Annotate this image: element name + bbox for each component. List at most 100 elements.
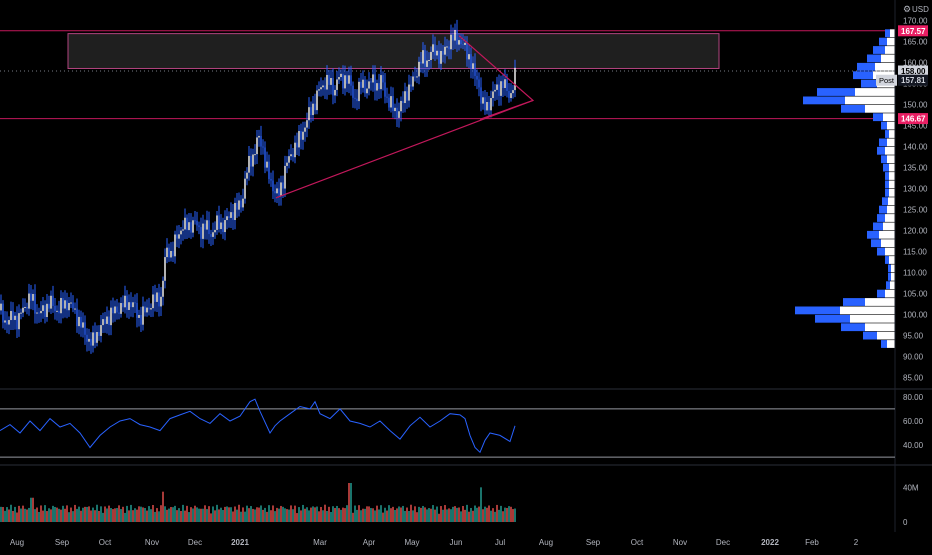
- volume-bar: [108, 505, 110, 522]
- volume-bar: [12, 511, 14, 522]
- time-tick-label: Sep: [586, 538, 601, 547]
- candle-body: [44, 305, 46, 318]
- candle-body: [70, 302, 72, 304]
- volume-bar: [146, 510, 148, 522]
- volume-bar: [28, 507, 30, 522]
- volume-bar: [216, 504, 218, 522]
- volume-bar: [502, 511, 504, 522]
- volume-bar: [66, 505, 68, 522]
- volume-bar: [418, 506, 420, 522]
- candle-body: [246, 172, 248, 179]
- candle-body: [276, 188, 278, 194]
- candle-body: [10, 311, 12, 321]
- candle-body: [142, 306, 144, 325]
- volume-bar: [288, 509, 290, 522]
- volume-bar: [84, 506, 86, 522]
- candle-body: [308, 107, 310, 121]
- candle-body: [278, 188, 280, 196]
- time-tick-label: 2022: [761, 538, 779, 547]
- volume-bar: [284, 508, 286, 522]
- candle-body: [250, 155, 252, 167]
- candle-body: [20, 312, 22, 314]
- volume-bar: [432, 505, 434, 522]
- volume-profile-blue-bar: [879, 37, 887, 46]
- volume-profile-white-bar: [865, 298, 895, 306]
- volume-bar: [420, 507, 422, 522]
- volume-profile-white-bar: [887, 155, 895, 164]
- price-tick-label: 85.00: [903, 374, 924, 383]
- volume-bar: [242, 507, 244, 522]
- candle-body: [514, 67, 516, 91]
- volume-bar: [252, 508, 254, 522]
- rsi-tick-label: 80.00: [903, 393, 924, 402]
- volume-profile-blue-bar: [881, 121, 887, 130]
- candle-body: [0, 303, 2, 311]
- gear-icon[interactable]: ⚙: [903, 4, 911, 14]
- volume-bar: [278, 508, 280, 522]
- candle-body: [46, 303, 48, 318]
- candle-body: [14, 315, 16, 320]
- volume-profile-blue-bar: [877, 146, 885, 155]
- volume-bar: [380, 505, 382, 522]
- time-tick-label: Oct: [631, 538, 644, 547]
- volume-bar: [458, 507, 460, 522]
- volume-bar: [86, 506, 88, 522]
- candle-body: [212, 232, 214, 237]
- candle-body: [74, 308, 76, 310]
- candle-body: [4, 320, 6, 323]
- volume-bar: [64, 508, 66, 522]
- candle-body: [176, 234, 178, 239]
- header: ⚙ USD: [903, 4, 929, 14]
- volume-bar: [450, 509, 452, 522]
- candle-body: [200, 227, 202, 239]
- candle-body: [66, 300, 68, 311]
- volume-bar: [80, 510, 82, 522]
- candle-body: [480, 87, 482, 104]
- volume-bar: [218, 509, 220, 522]
- candle-body: [368, 81, 370, 89]
- candle-body: [100, 325, 102, 336]
- volume-bar: [356, 509, 358, 522]
- candle-body: [326, 74, 328, 90]
- volume-profile-blue-bar: [843, 298, 865, 306]
- price-tag-bg: [898, 113, 928, 125]
- candle-body: [314, 103, 316, 111]
- volume-bar: [32, 497, 34, 522]
- candle-body: [380, 75, 382, 90]
- candle-body: [294, 142, 296, 158]
- candle-body: [168, 247, 170, 258]
- volume-bar: [264, 507, 266, 522]
- volume-profile-white-bar: [887, 121, 895, 130]
- candle-body: [508, 90, 510, 98]
- volume-bar: [270, 510, 272, 522]
- volume-bar: [310, 507, 312, 522]
- volume-bar: [176, 510, 178, 522]
- candle-body: [318, 89, 320, 91]
- volume-bar: [42, 510, 44, 522]
- candle-body: [462, 44, 464, 46]
- volume-bar: [476, 507, 478, 522]
- candle-body: [178, 234, 180, 239]
- candle-body: [8, 320, 10, 325]
- candle-body: [174, 234, 176, 257]
- volume-bar: [74, 504, 76, 522]
- candle-body: [328, 74, 330, 85]
- volume-profile-white-bar: [887, 340, 895, 348]
- volume-bar: [396, 508, 398, 522]
- volume-bar: [38, 511, 40, 522]
- candle-body: [88, 338, 90, 342]
- candle-body: [80, 316, 82, 328]
- volume-profile-white-bar: [865, 104, 895, 113]
- candle-body: [230, 212, 232, 218]
- volume-bar: [112, 509, 114, 522]
- volume-bar: [172, 507, 174, 522]
- candle-body: [398, 111, 400, 118]
- candle-body: [192, 220, 194, 233]
- candle-body: [484, 97, 486, 111]
- candle-body: [140, 314, 142, 325]
- volume-bar: [4, 510, 6, 522]
- volume-profile-blue-bar: [867, 54, 881, 63]
- volume-bar: [504, 507, 506, 522]
- volume-bar: [202, 508, 204, 522]
